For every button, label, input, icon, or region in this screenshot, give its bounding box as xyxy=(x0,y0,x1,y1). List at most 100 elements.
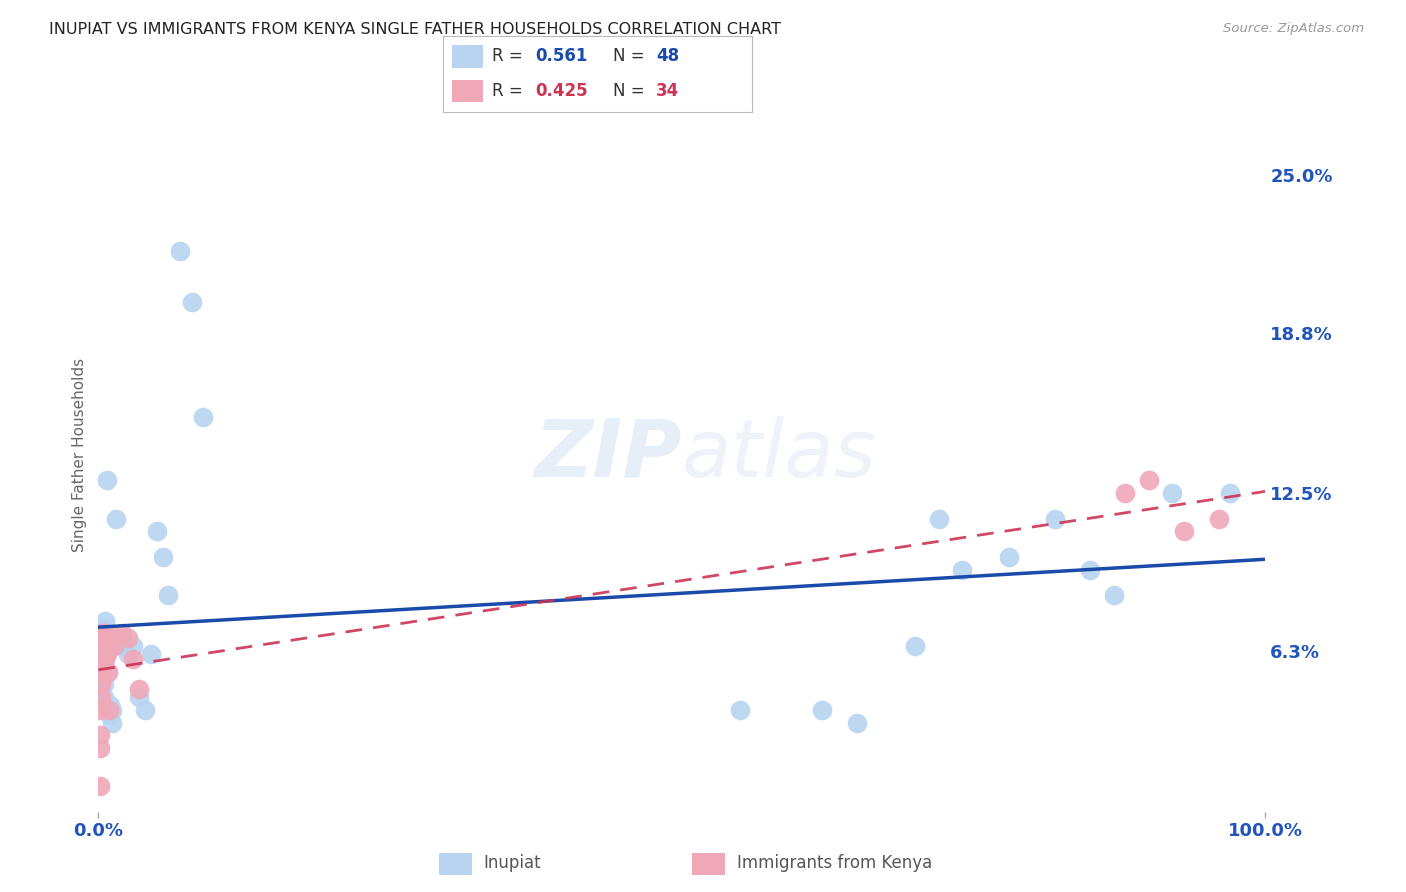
Text: 34: 34 xyxy=(657,82,679,100)
FancyBboxPatch shape xyxy=(453,79,484,103)
Point xyxy=(128,682,150,697)
Point xyxy=(90,639,112,653)
Text: Source: ZipAtlas.com: Source: ZipAtlas.com xyxy=(1223,22,1364,36)
Point xyxy=(1208,511,1230,525)
Point xyxy=(122,652,145,666)
Text: Inupiat: Inupiat xyxy=(484,854,541,872)
Point xyxy=(90,626,112,640)
Point xyxy=(98,698,121,712)
Text: 0.425: 0.425 xyxy=(536,82,588,100)
Point xyxy=(90,652,112,666)
Text: atlas: atlas xyxy=(682,416,877,494)
Point xyxy=(94,614,117,628)
Point xyxy=(111,639,134,653)
Point xyxy=(90,665,112,679)
Point xyxy=(93,690,115,704)
Point xyxy=(90,626,112,640)
Point xyxy=(1045,511,1067,525)
Text: N =: N = xyxy=(613,82,650,100)
Text: ZIP: ZIP xyxy=(534,416,682,494)
Point xyxy=(997,549,1019,564)
Point xyxy=(134,703,156,717)
Point xyxy=(128,690,150,704)
Point xyxy=(846,715,869,730)
Text: 48: 48 xyxy=(657,47,679,65)
Point xyxy=(97,665,120,679)
Point xyxy=(90,647,112,661)
Point xyxy=(93,677,115,691)
Point xyxy=(101,703,124,717)
Point xyxy=(1161,486,1184,500)
Point xyxy=(89,779,111,793)
Point xyxy=(90,665,112,679)
Point xyxy=(93,652,115,666)
Point xyxy=(101,715,124,730)
Point xyxy=(103,639,125,653)
Point xyxy=(904,639,927,653)
Point xyxy=(93,626,115,640)
Point xyxy=(730,703,752,717)
Point xyxy=(91,621,114,635)
Text: INUPIAT VS IMMIGRANTS FROM KENYA SINGLE FATHER HOUSEHOLDS CORRELATION CHART: INUPIAT VS IMMIGRANTS FROM KENYA SINGLE … xyxy=(49,22,782,37)
FancyBboxPatch shape xyxy=(453,45,484,68)
Point xyxy=(94,652,117,666)
Point xyxy=(122,639,145,653)
Point xyxy=(146,524,169,539)
Point xyxy=(91,626,114,640)
Text: R =: R = xyxy=(492,47,529,65)
Point xyxy=(117,647,139,661)
Text: N =: N = xyxy=(613,47,650,65)
Point xyxy=(98,707,121,722)
Point xyxy=(89,741,111,756)
Point xyxy=(950,563,973,577)
Point xyxy=(90,677,112,691)
Point xyxy=(90,652,112,666)
Point xyxy=(91,632,114,646)
Text: R =: R = xyxy=(492,82,529,100)
Point xyxy=(180,295,202,310)
Point xyxy=(96,474,118,488)
Point xyxy=(157,588,180,602)
FancyBboxPatch shape xyxy=(439,853,472,875)
Point xyxy=(90,652,112,666)
Point xyxy=(111,626,134,640)
Point xyxy=(89,703,111,717)
Point xyxy=(90,639,112,653)
Point xyxy=(91,652,114,666)
Point xyxy=(89,670,111,684)
Point xyxy=(1219,486,1241,500)
Point xyxy=(152,549,174,564)
Point xyxy=(94,626,117,640)
Point xyxy=(104,511,127,525)
Point xyxy=(111,632,134,646)
Point xyxy=(1173,524,1195,539)
Point xyxy=(97,703,120,717)
Point xyxy=(89,728,111,742)
Point xyxy=(93,639,115,653)
Point xyxy=(1137,474,1160,488)
Text: 0.561: 0.561 xyxy=(536,47,588,65)
Point xyxy=(98,632,121,646)
Point xyxy=(90,690,112,704)
Y-axis label: Single Father Households: Single Father Households xyxy=(72,358,87,552)
Point xyxy=(90,677,112,691)
Point xyxy=(193,409,215,424)
Point xyxy=(169,244,191,258)
Point xyxy=(91,639,114,653)
Point xyxy=(97,703,120,717)
Point xyxy=(928,511,950,525)
Text: Immigrants from Kenya: Immigrants from Kenya xyxy=(737,854,932,872)
Point xyxy=(94,632,117,646)
Point xyxy=(94,639,117,653)
Point xyxy=(139,647,162,661)
Point xyxy=(1114,486,1136,500)
Point xyxy=(1102,588,1125,602)
Point xyxy=(97,665,120,679)
Point xyxy=(94,639,117,653)
Point xyxy=(811,703,834,717)
FancyBboxPatch shape xyxy=(692,853,725,875)
Point xyxy=(117,632,139,646)
Point xyxy=(90,644,112,658)
Point xyxy=(93,632,115,646)
Point xyxy=(96,647,118,661)
